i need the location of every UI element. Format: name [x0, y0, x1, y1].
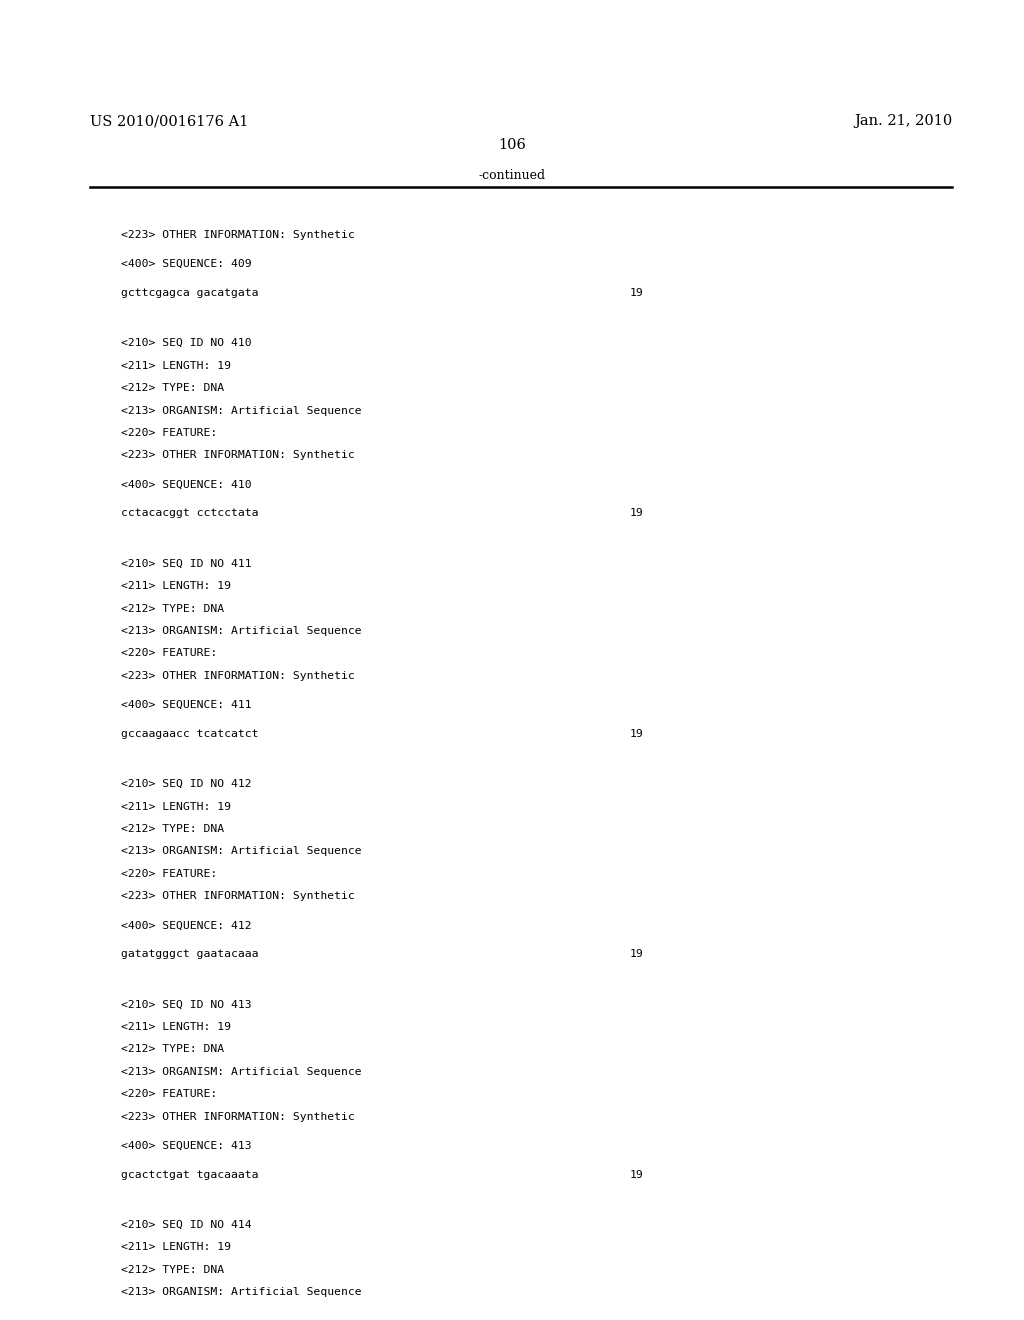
Text: <211> LENGTH: 19: <211> LENGTH: 19	[121, 1242, 230, 1253]
Text: gcactctgat tgacaaata: gcactctgat tgacaaata	[121, 1170, 258, 1180]
Text: <220> FEATURE:: <220> FEATURE:	[121, 428, 217, 438]
Text: <211> LENGTH: 19: <211> LENGTH: 19	[121, 581, 230, 591]
Text: cctacacggt cctcctata: cctacacggt cctcctata	[121, 508, 258, 519]
Text: <223> OTHER INFORMATION: Synthetic: <223> OTHER INFORMATION: Synthetic	[121, 891, 354, 902]
Text: <211> LENGTH: 19: <211> LENGTH: 19	[121, 801, 230, 812]
Text: <210> SEQ ID NO 413: <210> SEQ ID NO 413	[121, 999, 252, 1010]
Text: <213> ORGANISM: Artificial Sequence: <213> ORGANISM: Artificial Sequence	[121, 1067, 361, 1077]
Text: 19: 19	[630, 508, 643, 519]
Text: <210> SEQ ID NO 412: <210> SEQ ID NO 412	[121, 779, 252, 789]
Text: <213> ORGANISM: Artificial Sequence: <213> ORGANISM: Artificial Sequence	[121, 405, 361, 416]
Text: <213> ORGANISM: Artificial Sequence: <213> ORGANISM: Artificial Sequence	[121, 846, 361, 857]
Text: <220> FEATURE:: <220> FEATURE:	[121, 648, 217, 659]
Text: 19: 19	[630, 729, 643, 739]
Text: <400> SEQUENCE: 410: <400> SEQUENCE: 410	[121, 479, 252, 490]
Text: 19: 19	[630, 288, 643, 298]
Text: <400> SEQUENCE: 412: <400> SEQUENCE: 412	[121, 920, 252, 931]
Text: US 2010/0016176 A1: US 2010/0016176 A1	[90, 115, 249, 128]
Text: <223> OTHER INFORMATION: Synthetic: <223> OTHER INFORMATION: Synthetic	[121, 450, 354, 461]
Text: 106: 106	[498, 139, 526, 152]
Text: Jan. 21, 2010: Jan. 21, 2010	[854, 115, 952, 128]
Text: <210> SEQ ID NO 410: <210> SEQ ID NO 410	[121, 338, 252, 348]
Text: <210> SEQ ID NO 411: <210> SEQ ID NO 411	[121, 558, 252, 569]
Text: <223> OTHER INFORMATION: Synthetic: <223> OTHER INFORMATION: Synthetic	[121, 230, 354, 240]
Text: <400> SEQUENCE: 411: <400> SEQUENCE: 411	[121, 700, 252, 710]
Text: <223> OTHER INFORMATION: Synthetic: <223> OTHER INFORMATION: Synthetic	[121, 671, 354, 681]
Text: <213> ORGANISM: Artificial Sequence: <213> ORGANISM: Artificial Sequence	[121, 626, 361, 636]
Text: gccaagaacc tcatcatct: gccaagaacc tcatcatct	[121, 729, 258, 739]
Text: <400> SEQUENCE: 409: <400> SEQUENCE: 409	[121, 259, 252, 269]
Text: 19: 19	[630, 1170, 643, 1180]
Text: -continued: -continued	[478, 169, 546, 182]
Text: <212> TYPE: DNA: <212> TYPE: DNA	[121, 383, 224, 393]
Text: <220> FEATURE:: <220> FEATURE:	[121, 1089, 217, 1100]
Text: <211> LENGTH: 19: <211> LENGTH: 19	[121, 360, 230, 371]
Text: <213> ORGANISM: Artificial Sequence: <213> ORGANISM: Artificial Sequence	[121, 1287, 361, 1298]
Text: 19: 19	[630, 949, 643, 960]
Text: <210> SEQ ID NO 414: <210> SEQ ID NO 414	[121, 1220, 252, 1230]
Text: <400> SEQUENCE: 413: <400> SEQUENCE: 413	[121, 1140, 252, 1151]
Text: <212> TYPE: DNA: <212> TYPE: DNA	[121, 1044, 224, 1055]
Text: <211> LENGTH: 19: <211> LENGTH: 19	[121, 1022, 230, 1032]
Text: <212> TYPE: DNA: <212> TYPE: DNA	[121, 603, 224, 614]
Text: gcttcgagca gacatgata: gcttcgagca gacatgata	[121, 288, 258, 298]
Text: <212> TYPE: DNA: <212> TYPE: DNA	[121, 824, 224, 834]
Text: gatatgggct gaatacaaa: gatatgggct gaatacaaa	[121, 949, 258, 960]
Text: <212> TYPE: DNA: <212> TYPE: DNA	[121, 1265, 224, 1275]
Text: <220> FEATURE:: <220> FEATURE:	[121, 869, 217, 879]
Text: <223> OTHER INFORMATION: Synthetic: <223> OTHER INFORMATION: Synthetic	[121, 1111, 354, 1122]
